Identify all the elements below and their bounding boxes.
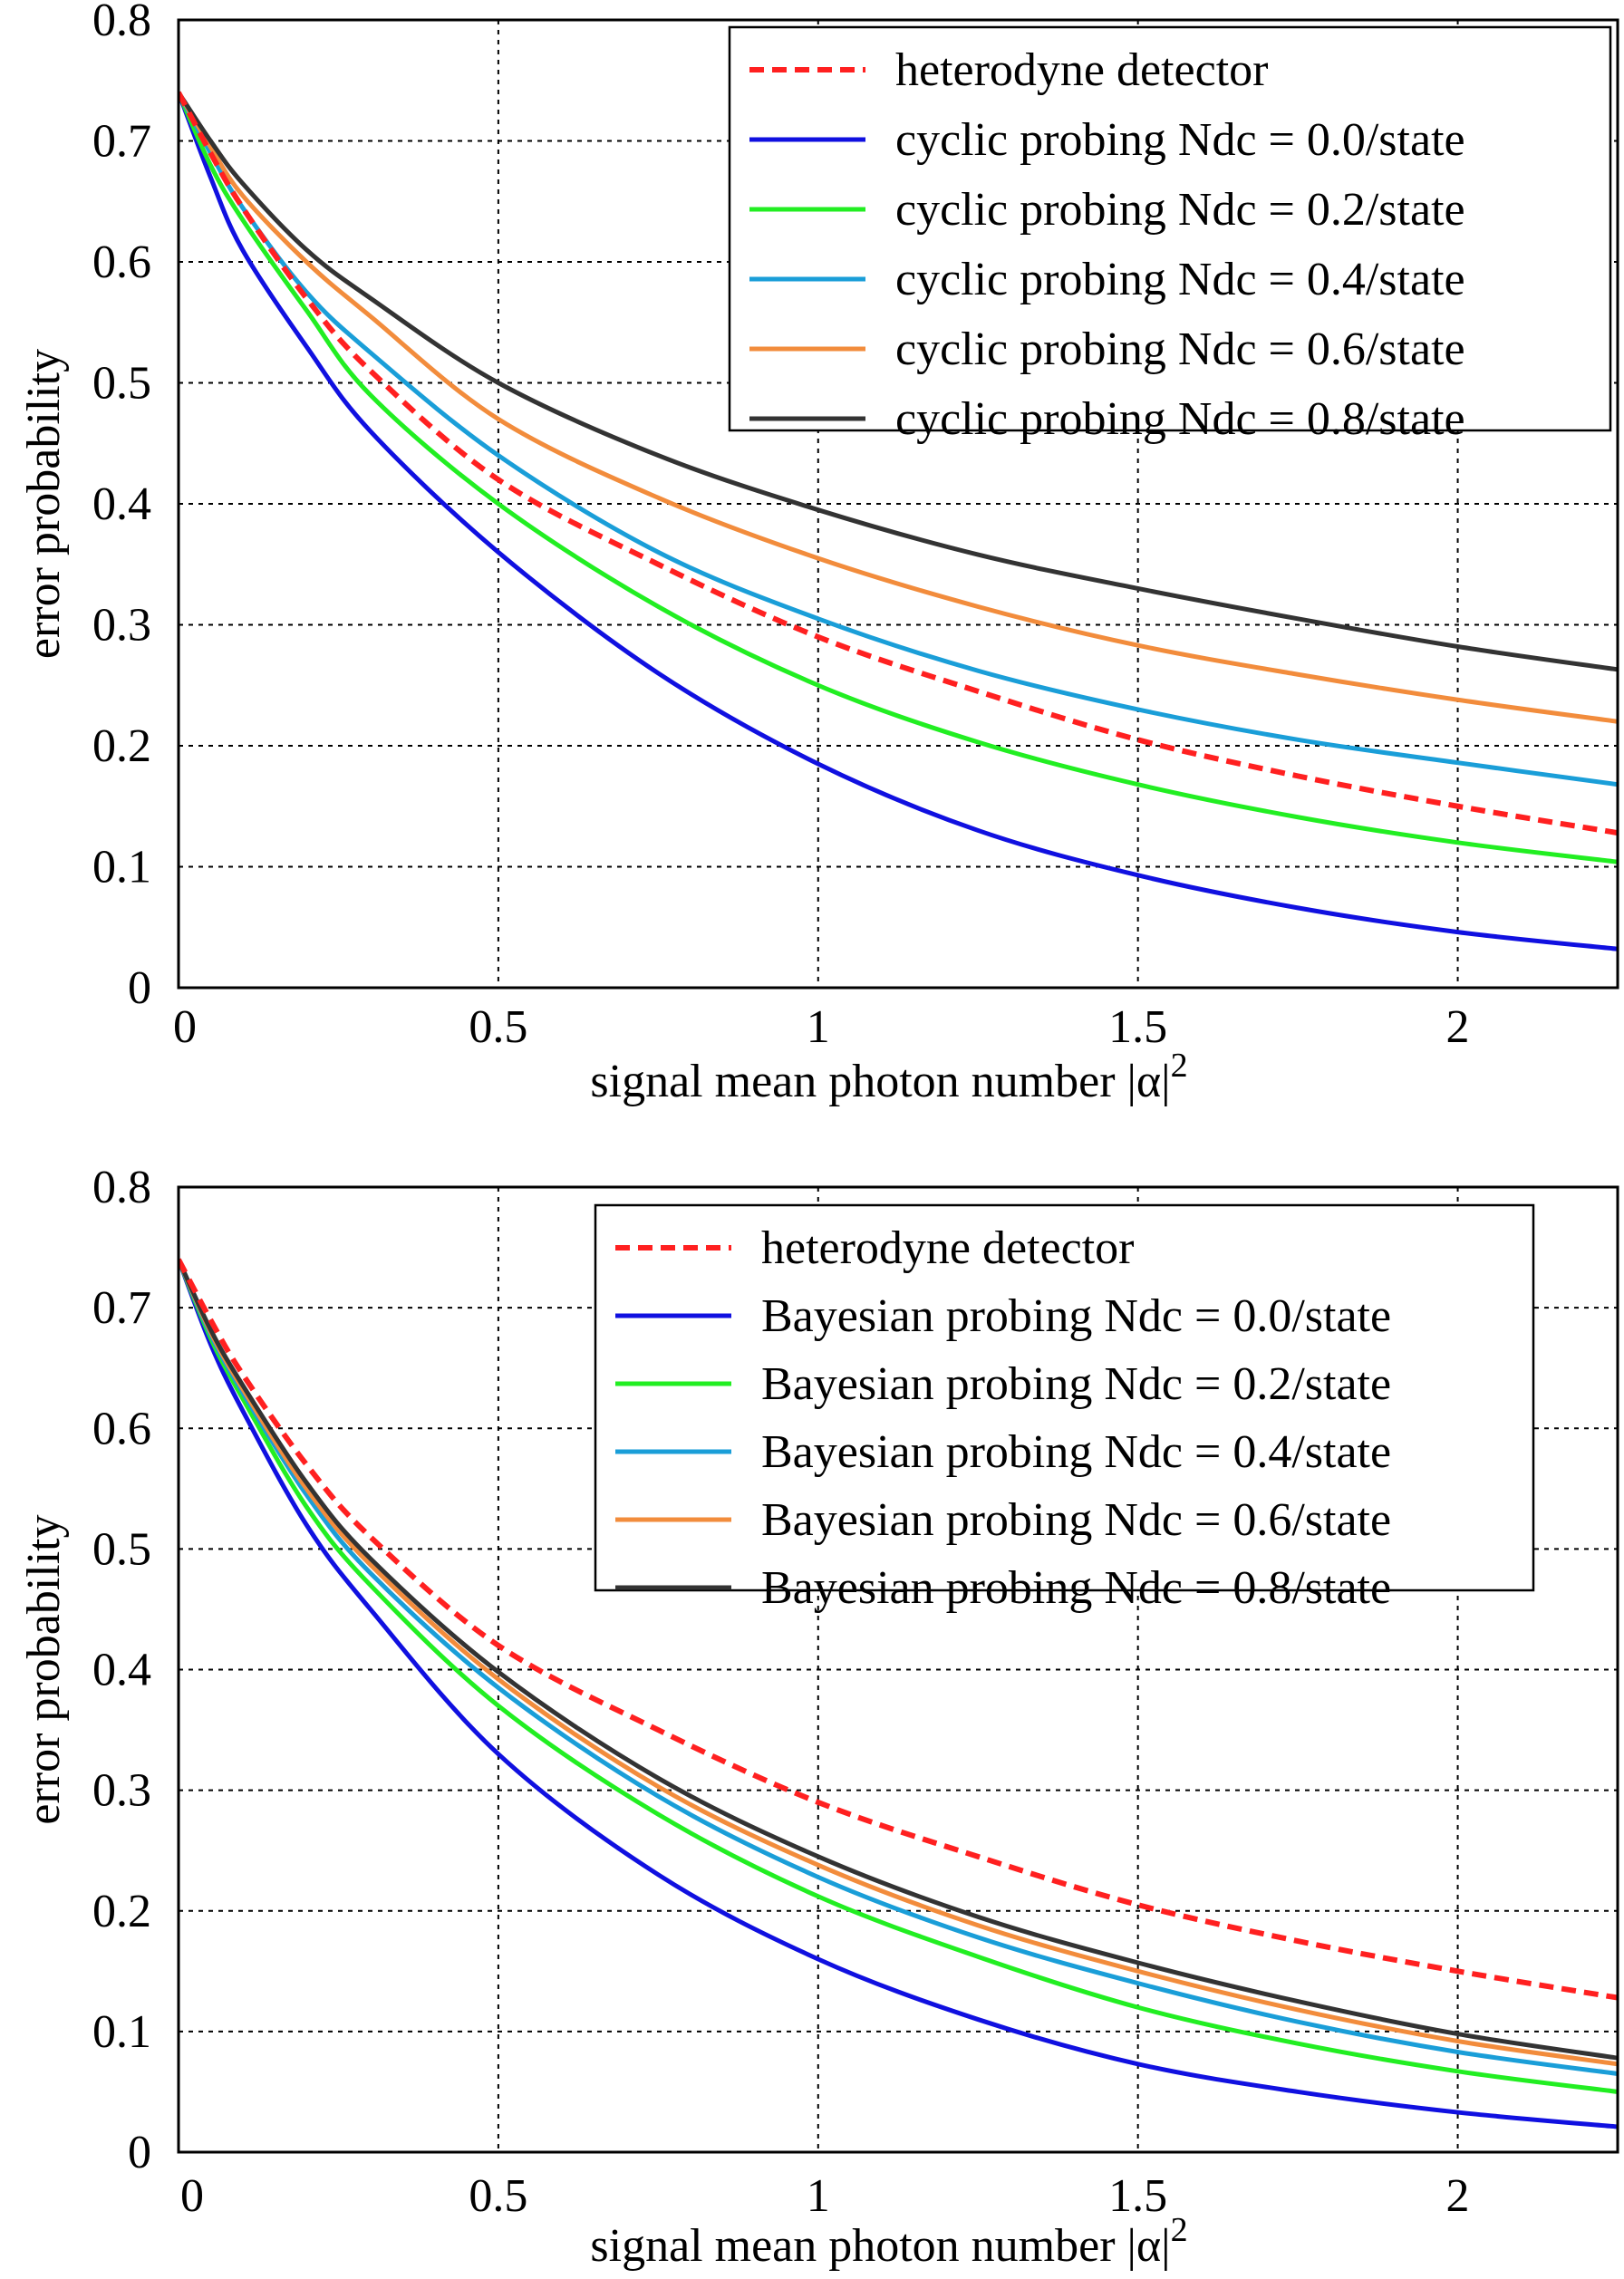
chart-top-cyclic-probing: 0 0.1 0.2 0.3 0.4 0.5 0.6 0.7 0.8 0 0.5 1 1.5 2 signal… [18, 0, 1619, 1107]
y-tick-label: 0.1 [92, 842, 151, 893]
chart-bottom-bayesian-probing: 0 0.1 0.2 0.3 0.4 0.5 0.6 0.7 0.8 0 0.5 1 1.5 2 signal… [18, 1162, 1619, 2272]
legend-label: Bayesian probing Ndc = 0.0/state [761, 1290, 1391, 1342]
y-tick-label: 0.6 [92, 237, 151, 288]
x-tick-label: 1.5 [1108, 1001, 1167, 1053]
x-tick-label: 0.5 [469, 2170, 527, 2222]
x-tick-label: 1 [807, 1001, 830, 1053]
y-axis-label: error probability [18, 1514, 70, 1824]
series-line-n06 [179, 1258, 1618, 2067]
y-tick-label: 0.2 [92, 1886, 151, 1937]
y-tick-label: 0.3 [92, 1765, 151, 1817]
y-tick-label: 0.4 [92, 478, 151, 530]
series-line-n08 [179, 1258, 1618, 2061]
series-line-n04 [179, 1258, 1618, 2076]
series-line-heterodyne [179, 1258, 1618, 2001]
legend-label: Bayesian probing Ndc = 0.8/state [761, 1562, 1391, 1614]
x-tick-label: 2 [1446, 2170, 1470, 2222]
series-line-n06 [179, 91, 1618, 724]
legend-label: Bayesian probing Ndc = 0.4/state [761, 1426, 1391, 1478]
x-axis-label: signal mean photon number |α|2 [590, 1047, 1187, 1107]
legend-label: Bayesian probing Ndc = 0.2/state [761, 1358, 1391, 1410]
series-line-n02 [179, 92, 1618, 864]
y-tick-label: 0.8 [92, 1162, 151, 1213]
y-tick-label: 0.2 [92, 720, 151, 772]
series-line-n08 [179, 91, 1618, 672]
x-tick-label: 2 [1446, 1001, 1470, 1053]
legend-box [594, 1203, 1535, 1592]
y-tick-label: 0.1 [92, 2006, 151, 2058]
series-line-n00 [179, 92, 1618, 951]
legend-box [728, 25, 1612, 432]
y-tick-label: 0.6 [92, 1403, 151, 1454]
series-line-heterodyne [179, 91, 1618, 836]
legend-label: heterodyne detector [895, 44, 1268, 96]
x-tick-label: 0 [180, 2170, 204, 2222]
legend-label: cyclic probing Ndc = 0.8/state [895, 393, 1465, 445]
x-axis-label: signal mean photon number |α|2 [590, 2211, 1187, 2272]
y-tick-label: 0.5 [92, 1523, 151, 1575]
legend-label: cyclic probing Ndc = 0.2/state [895, 184, 1465, 236]
y-axis-label: error probability [18, 349, 70, 659]
y-tick-label: 0 [128, 2127, 151, 2178]
y-tick-label: 0.8 [92, 0, 151, 46]
x-tick-label: 0 [173, 1001, 197, 1053]
legend-label: Bayesian probing Ndc = 0.6/state [761, 1494, 1391, 1546]
x-tick-label: 1 [807, 2170, 830, 2222]
plot-frame [177, 18, 1619, 990]
y-tick-label: 0.7 [92, 116, 151, 168]
plot-frame [177, 1185, 1619, 2154]
series-line-n00 [179, 1258, 1618, 2129]
x-tick-label: 1.5 [1108, 2170, 1167, 2222]
series-line-n02 [179, 1258, 1618, 2094]
y-tick-label: 0 [128, 962, 151, 1014]
legend-label: cyclic probing Ndc = 0.0/state [895, 114, 1465, 166]
x-tick-label: 0.5 [469, 1001, 527, 1053]
legend-label: cyclic probing Ndc = 0.4/state [895, 254, 1465, 305]
legend-label: cyclic probing Ndc = 0.6/state [895, 324, 1465, 375]
y-tick-label: 0.4 [92, 1645, 151, 1696]
y-tick-label: 0.3 [92, 600, 151, 652]
legend-label: heterodyne detector [761, 1222, 1134, 1274]
y-tick-label: 0.7 [92, 1282, 151, 1334]
y-tick-label: 0.5 [92, 358, 151, 410]
